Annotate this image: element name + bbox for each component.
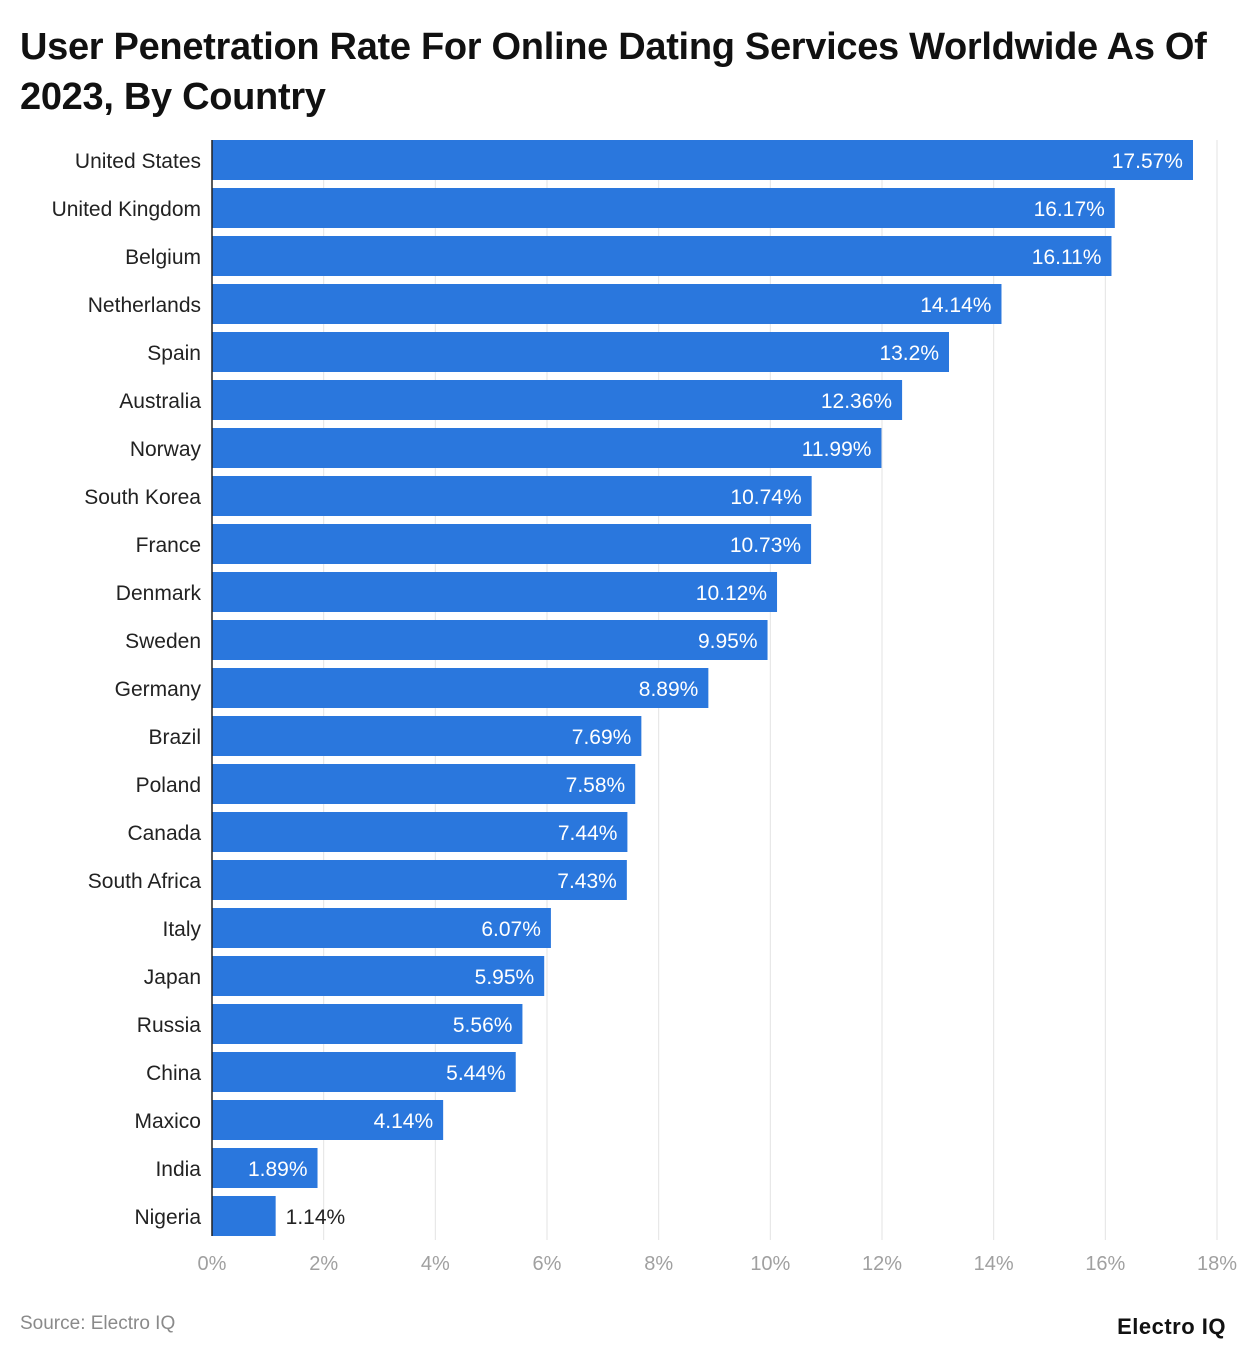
- data-label: 16.11%: [1032, 246, 1102, 269]
- bar: [212, 572, 778, 612]
- x-tick-label: 12%: [862, 1253, 902, 1275]
- bar: [212, 284, 1002, 324]
- bar: [212, 140, 1193, 180]
- data-label: 1.14%: [286, 1206, 346, 1229]
- data-label: 8.89%: [639, 678, 699, 701]
- category-label: Maxico: [134, 1110, 201, 1133]
- category-label: South Africa: [88, 870, 202, 893]
- bar-chart: 0% 2% 4% 6% 8% 10% 12% 14% 16% 18% United States 17…: [52, 140, 1237, 1275]
- bar: [212, 428, 882, 468]
- x-tick-label: 4%: [421, 1253, 450, 1275]
- bar: [212, 476, 812, 516]
- data-label: 1.89%: [248, 1158, 308, 1181]
- data-label: 7.58%: [566, 774, 626, 797]
- category-label: Belgium: [125, 246, 201, 269]
- x-tick-label: 10%: [750, 1253, 790, 1275]
- category-label: India: [155, 1158, 201, 1181]
- data-label: 4.14%: [374, 1110, 434, 1133]
- data-label: 7.44%: [558, 822, 618, 845]
- bar: [212, 716, 642, 756]
- data-label: 7.69%: [572, 726, 632, 749]
- bar: [212, 1100, 444, 1140]
- bar: [212, 188, 1115, 228]
- data-label: 10.74%: [730, 486, 801, 509]
- category-label: Netherlands: [88, 294, 201, 317]
- data-label: 14.14%: [920, 294, 991, 317]
- chart-title: User Penetration Rate For Online Dating …: [20, 26, 1207, 118]
- bar: [212, 1196, 276, 1236]
- category-label: Australia: [119, 390, 201, 413]
- bar: [212, 812, 628, 852]
- x-tick-label: 6%: [533, 1253, 562, 1275]
- bar: [212, 524, 812, 564]
- data-label: 12.36%: [821, 390, 892, 413]
- x-tick-label: 16%: [1085, 1253, 1125, 1275]
- category-label: Denmark: [116, 582, 202, 605]
- x-tick-label: 0%: [198, 1253, 227, 1275]
- data-label: 5.56%: [453, 1014, 513, 1037]
- category-label: France: [136, 534, 201, 557]
- bar: [212, 764, 636, 804]
- data-label: 13.2%: [879, 342, 939, 365]
- category-label: Japan: [144, 966, 201, 989]
- bar: [212, 908, 551, 948]
- electro-iq-logo: Electro IQ: [1117, 1314, 1226, 1339]
- bar: [212, 380, 903, 420]
- bar: [212, 332, 949, 372]
- data-label: 9.95%: [698, 630, 758, 653]
- bar: [212, 236, 1112, 276]
- data-label: 17.57%: [1112, 150, 1183, 173]
- data-label: 16.17%: [1034, 198, 1105, 221]
- source-note: Source: Electro IQ: [20, 1313, 176, 1334]
- bar: [212, 1052, 516, 1092]
- data-label: 11.99%: [802, 438, 872, 461]
- category-label: Spain: [147, 342, 201, 365]
- category-label: Sweden: [125, 630, 201, 653]
- data-label: 5.44%: [446, 1062, 506, 1085]
- category-label: United States: [75, 150, 201, 173]
- data-label: 7.43%: [557, 870, 617, 893]
- bar: [212, 620, 768, 660]
- bar: [212, 860, 627, 900]
- category-label: Germany: [115, 678, 202, 701]
- category-label: Canada: [127, 822, 201, 845]
- category-label: Brazil: [148, 726, 201, 749]
- category-label: South Korea: [84, 486, 201, 509]
- category-label: Italy: [162, 918, 201, 941]
- category-label: Nigeria: [134, 1206, 201, 1229]
- data-label: 5.95%: [475, 966, 535, 989]
- category-label: United Kingdom: [52, 198, 201, 221]
- x-tick-label: 8%: [644, 1253, 673, 1275]
- x-tick-label: 14%: [974, 1253, 1014, 1275]
- bar: [212, 1148, 318, 1188]
- category-label: Norway: [130, 438, 202, 461]
- category-label: Poland: [136, 774, 201, 797]
- bar: [212, 1004, 523, 1044]
- x-tick-label: 18%: [1197, 1253, 1237, 1275]
- bar: [212, 668, 709, 708]
- data-label: 10.12%: [696, 582, 767, 605]
- category-label: China: [146, 1062, 201, 1085]
- data-label: 10.73%: [730, 534, 801, 557]
- x-tick-label: 2%: [309, 1253, 338, 1275]
- bar: [212, 956, 545, 996]
- category-label: Russia: [137, 1014, 202, 1037]
- data-label: 6.07%: [481, 918, 541, 941]
